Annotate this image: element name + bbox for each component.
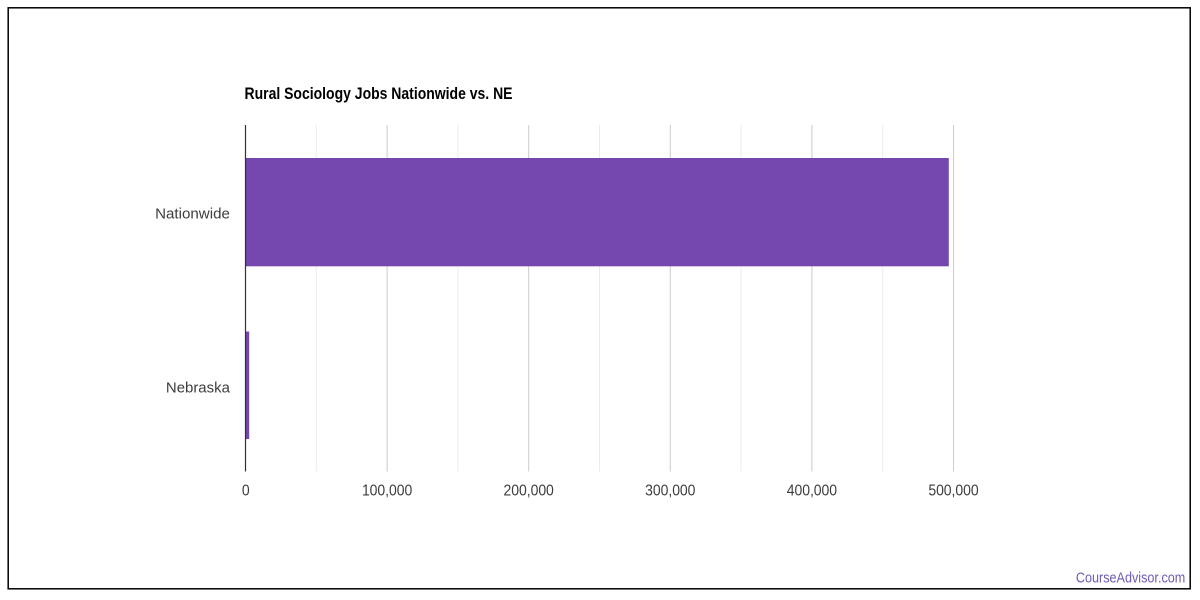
svg-text:Nationwide: Nationwide: [155, 205, 230, 222]
svg-text:Nebraska: Nebraska: [166, 380, 231, 397]
svg-text:0: 0: [242, 482, 250, 500]
svg-text:CourseAdvisor.com: CourseAdvisor.com: [1076, 570, 1185, 586]
svg-text:400,000: 400,000: [787, 482, 837, 500]
svg-text:100,000: 100,000: [362, 482, 412, 500]
svg-text:500,000: 500,000: [928, 482, 978, 500]
svg-text:300,000: 300,000: [645, 482, 695, 500]
svg-text:200,000: 200,000: [504, 482, 554, 500]
svg-text:Rural Sociology Jobs Nationwid: Rural Sociology Jobs Nationwide vs. NE: [245, 85, 513, 103]
